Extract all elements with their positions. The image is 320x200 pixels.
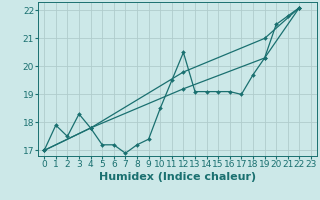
X-axis label: Humidex (Indice chaleur): Humidex (Indice chaleur) [99, 172, 256, 182]
